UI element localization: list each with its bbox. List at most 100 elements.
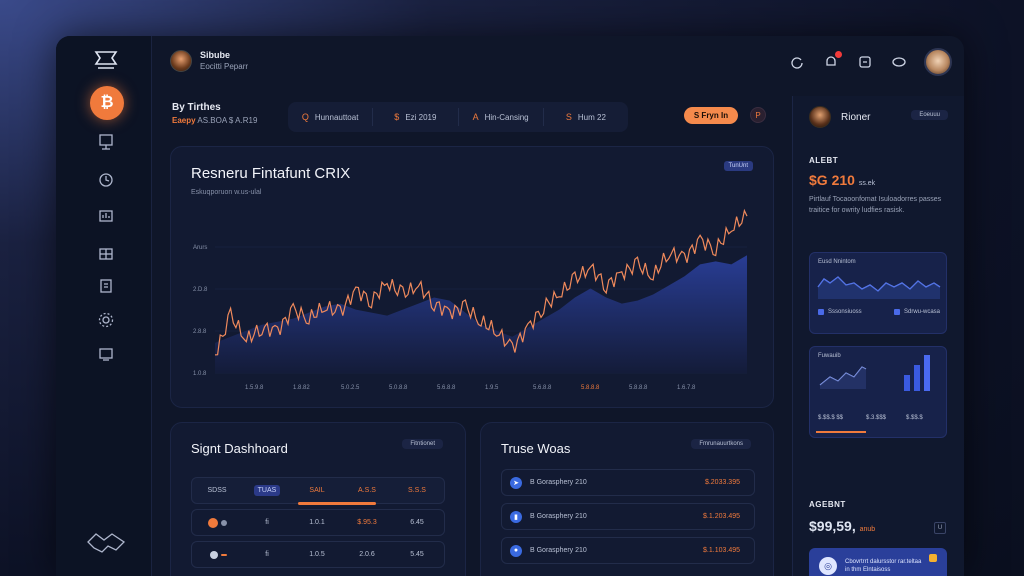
inbox-button[interactable]	[856, 53, 874, 71]
breadcrumb: By Tirthes Eaepy AS.BOA $ A.R19	[172, 102, 257, 125]
filter-category[interactable]: A Hin-Cansing	[459, 108, 544, 126]
alert-label: ALEBT	[809, 156, 839, 165]
profile-avatar[interactable]	[924, 48, 952, 76]
user-name: Sibube	[200, 50, 231, 60]
screen-icon	[99, 348, 113, 361]
series-volume-area	[215, 255, 747, 373]
x-tick-label: 1.9.5	[485, 385, 499, 391]
y-tick-label: 1.0.8	[193, 371, 207, 377]
dollar-icon: $	[394, 112, 400, 122]
avatar	[170, 50, 192, 72]
x-tick-label: 5.8.8.8	[629, 385, 648, 391]
chart-badge[interactable]: TunUnt	[723, 161, 753, 171]
inbox-icon	[859, 56, 871, 68]
sidebar-item-grid[interactable]	[92, 240, 120, 268]
list-item[interactable]: ● B Gorasphery 210 $.1.103.495	[501, 537, 755, 564]
status-icon	[221, 553, 227, 556]
user-subtitle: Eocitti Peparr	[200, 62, 249, 71]
send-icon: ➤	[510, 476, 522, 489]
cloud-button[interactable]	[890, 53, 908, 71]
y-tick-label: 2.D.8	[193, 287, 208, 293]
coin-icon: ●	[510, 544, 522, 557]
sidebar-item-monitor[interactable]	[92, 128, 120, 156]
alert-description: Pirtlauf Tocaoonfomat Isuloadorres passe…	[809, 196, 942, 214]
signt-dropdown[interactable]: Fitntionet	[402, 439, 443, 449]
clock-icon	[99, 173, 113, 187]
x-tick-label: 5.6.8.8	[437, 385, 456, 391]
truse-dropdown[interactable]: Fmrunauurtkons	[691, 439, 751, 449]
page-subtitle: Eaepy AS.BOA $ A.R19	[172, 116, 258, 125]
table-row[interactable]: fi 1.0.5 2.0.6 5.45	[191, 541, 445, 568]
bell-icon	[826, 56, 836, 66]
filter-bar: Q Hunnauttoat $ Ezi 2019 A Hin-Cansing S Hum…	[288, 102, 628, 132]
sidebar-item-settings[interactable]	[92, 306, 120, 334]
document-icon	[100, 279, 112, 293]
mini-bar-chart[interactable]: Fuwauib $.$$.$ $$ $.3.$$$ $.$$.$	[809, 346, 947, 438]
x-tick-label: 5.8.8.8	[581, 385, 600, 391]
user-profile[interactable]: Sibube Eocitti Peparr	[170, 50, 248, 72]
truse-title: Truse Woas	[501, 441, 571, 456]
x-tick-label: 1.8.82	[293, 385, 310, 391]
filter-search[interactable]: Q Hunnauttoat	[288, 108, 374, 126]
agent-label: AGEBNT	[809, 500, 846, 509]
mini-line	[817, 276, 941, 299]
refresh-icon	[791, 57, 803, 69]
list-item[interactable]: ➤ B Gorasphery 210 $.2033.395	[501, 469, 755, 496]
refresh-button[interactable]	[788, 53, 806, 71]
status-icon	[220, 519, 227, 526]
panel-user-name: Rioner	[841, 111, 871, 123]
sidebar-item-bitcoin[interactable]: ₿	[90, 86, 124, 120]
list-item[interactable]: ▮ B Gorasphery 210 $.1.203.495	[501, 503, 755, 530]
signt-table: SDSS TUAS SAIL A.S.S S.S.S fi 1.0.1 $.95…	[191, 477, 445, 573]
arrow-icon: A	[472, 112, 479, 122]
mini-line-chart[interactable]: Eusd Nnintom Sssonsiuoss Sdrwu-wcasa	[809, 252, 947, 334]
badge-icon: ◎	[819, 557, 837, 575]
x-tick-label: 1.5.9.8	[245, 385, 264, 391]
series-price-line	[214, 208, 748, 356]
page-title: By Tirthes	[172, 102, 221, 113]
y-tick-label: Arurs	[193, 245, 207, 251]
grid-icon	[99, 248, 113, 260]
filter-year[interactable]: $ Ezi 2019	[373, 108, 459, 126]
legend-swatch	[818, 309, 824, 315]
truse-card: Truse Woas Fmrunauurtkons ➤ B Gorasphery…	[480, 422, 774, 576]
agent-value: $99,59, anub	[809, 518, 876, 534]
active-tab-indicator	[298, 502, 376, 505]
handshake-icon	[87, 533, 126, 553]
monitor-icon	[99, 134, 113, 150]
expand-button[interactable]: U	[934, 522, 946, 534]
x-tick-label: 5.0.2.5	[341, 385, 360, 391]
notification-badge	[835, 51, 842, 58]
power-button[interactable]: P	[750, 107, 766, 123]
sidebar-item-document[interactable]	[92, 272, 120, 300]
chart-subtitle: Eskuqporuon w.us-ulal	[191, 189, 262, 196]
chart-title: Resneru Fintafunt CRIX	[191, 165, 351, 182]
price-chart[interactable]: Arurs 2.D.8 2.8.8 1.0.8 1.5.9.8 1.8.82 5.0.2.5…	[171, 147, 775, 409]
avatar[interactable]	[809, 106, 831, 128]
right-panel: Rioner Eoeuuu ALEBT $G 210 ss.ek Pirtlau…	[792, 96, 964, 576]
legend-swatch	[894, 309, 900, 315]
sidebar-item-clock[interactable]	[92, 166, 120, 194]
shield-icon: S	[565, 112, 572, 122]
cloud-icon	[892, 57, 906, 67]
bitcoin-icon: ₿	[100, 94, 114, 111]
filter-date[interactable]: S Hum 22	[565, 112, 606, 122]
table-row[interactable]: fi 1.0.1 $.95.3 6.45	[191, 509, 445, 536]
x-tick-label: 5.6.8.8	[533, 385, 552, 391]
y-tick-label: 2.8.8	[193, 329, 207, 335]
top-bar: Sibube Eocitti Peparr	[152, 36, 964, 88]
x-tick-label: 5.0.8.8	[389, 385, 408, 391]
sidebar: ₿	[56, 36, 152, 576]
panel-dropdown[interactable]: Eoeuuu	[911, 110, 948, 120]
promo-banner[interactable]: ◎ Cbovrtrrt dalursstor rar.teltaa in thm…	[809, 548, 947, 576]
x-tick-label: 1.6.7.8	[677, 385, 696, 391]
signt-title: Signt Dashhoard	[191, 441, 288, 456]
search-icon: Q	[301, 112, 309, 122]
coin-icon	[210, 550, 218, 559]
sign-in-button[interactable]: S Fryn In	[684, 107, 738, 124]
notifications-button[interactable]	[822, 51, 842, 71]
sidebar-item-screen[interactable]	[92, 340, 120, 368]
chart-icon	[99, 210, 113, 222]
main-chart-card: Arurs 2.D.8 2.8.8 1.0.8 1.5.9.8 1.8.82 5.0.2.5…	[170, 146, 774, 408]
sidebar-item-chart[interactable]	[92, 202, 120, 230]
